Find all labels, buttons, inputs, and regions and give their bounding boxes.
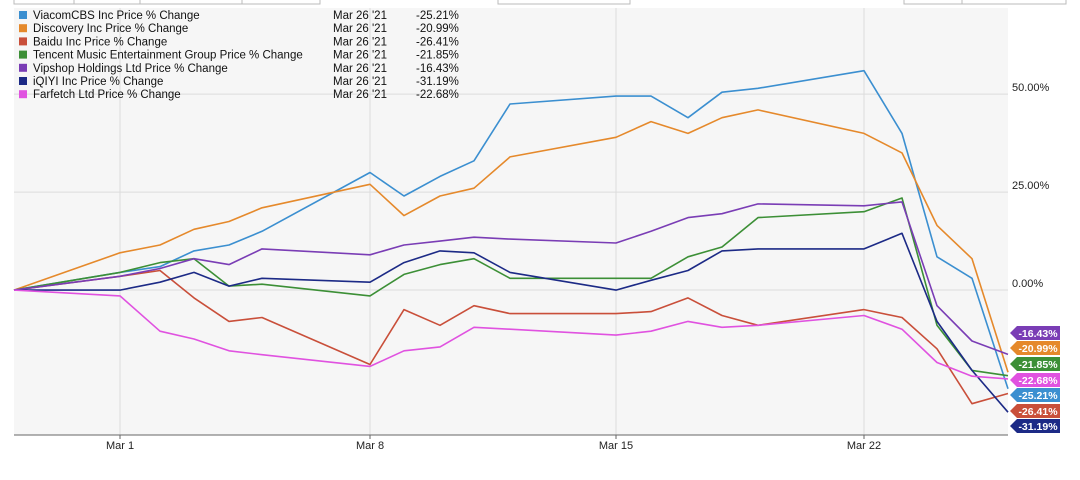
legend-series-name: Discovery Inc Price % Change <box>33 23 188 35</box>
legend-swatch <box>19 63 27 72</box>
end-badge: -16.43% <box>1010 326 1060 340</box>
end-badge: -20.99% <box>1010 341 1060 355</box>
end-badge: -21.85% <box>1010 357 1060 371</box>
end-value-badges: -16.43% -20.99% -21.85% -22.68% -25.21% -26.4… <box>1010 326 1060 433</box>
end-badge-label: -20.99% <box>1018 343 1058 355</box>
legend-date: Mar 26 '21 <box>333 23 387 35</box>
end-badge-shape <box>1010 341 1060 355</box>
series-line-4 <box>13 201 1009 356</box>
end-badge-shape <box>1010 404 1060 418</box>
end-badge: -25.21% <box>1010 388 1060 402</box>
grid <box>14 8 1008 435</box>
legend-date: Mar 26 '21 <box>333 76 387 88</box>
end-badge-shape <box>1010 419 1060 433</box>
legend-date: Mar 26 '21 <box>333 36 387 48</box>
legend-date: Mar 26 '21 <box>333 89 387 101</box>
end-badge: -26.41% <box>1010 404 1060 418</box>
legend-series-name: Farfetch Ltd Price % Change <box>33 89 181 101</box>
legend-value: -16.43% <box>416 63 459 75</box>
x-axis-ticks: Mar 1 Mar 8 Mar 15 Mar 22 <box>106 435 881 452</box>
legend: ViacomCBS Inc Price % Change Mar 26 '21 -2… <box>19 10 459 101</box>
x-tick-label: Mar 15 <box>599 440 633 452</box>
legend-swatch <box>19 90 27 99</box>
legend-series-name: ViacomCBS Inc Price % Change <box>33 10 200 22</box>
end-badge-label: -22.68% <box>1018 375 1058 387</box>
legend-series-name: iQIYI Inc Price % Change <box>33 76 163 88</box>
series-line-2 <box>13 269 1009 405</box>
series-lines <box>13 69 1009 413</box>
end-badge-shape <box>1010 326 1060 340</box>
end-badge: -22.68% <box>1010 373 1060 387</box>
legend-swatch <box>19 11 27 19</box>
y-tick-label: 25.00% <box>1012 180 1050 192</box>
legend-date: Mar 26 '21 <box>333 10 387 22</box>
y-tick-label: 50.00% <box>1012 82 1050 94</box>
end-badge-label: -21.85% <box>1018 359 1058 371</box>
legend-series-name: Baidu Inc Price % Change <box>33 36 167 48</box>
series-line-5 <box>14 232 1009 413</box>
end-badge-label: -31.19% <box>1018 421 1058 433</box>
legend-value: -26.41% <box>416 36 459 48</box>
legend-series-name: Vipshop Holdings Ltd Price % Change <box>33 63 228 75</box>
x-tick-label: Mar 1 <box>106 440 134 452</box>
end-badge-label: -25.21% <box>1018 390 1058 402</box>
legend-value: -22.68% <box>416 89 459 101</box>
y-axis-ticks: 50.00% 25.00% 0.00% <box>1012 82 1050 290</box>
legend-swatch <box>19 50 27 59</box>
legend-swatch <box>19 37 27 46</box>
y-tick-label: 0.00% <box>1012 278 1043 290</box>
series-line-1 <box>13 109 1009 373</box>
legend-swatch <box>19 77 27 85</box>
end-badge-label: -26.41% <box>1018 406 1058 418</box>
x-tick-label: Mar 8 <box>356 440 384 452</box>
legend-value: -21.85% <box>416 50 459 62</box>
legend-date: Mar 26 '21 <box>333 63 387 75</box>
end-badge-shape <box>1010 388 1060 402</box>
legend-value: -31.19% <box>416 76 459 88</box>
end-badge: -31.19% <box>1010 419 1060 433</box>
end-badge-shape <box>1010 373 1060 387</box>
series-line-0 <box>13 69 1009 390</box>
series-line-6 <box>13 289 1009 380</box>
legend-series-name: Tencent Music Entertainment Group Price … <box>33 50 303 62</box>
legend-swatch <box>19 24 27 33</box>
legend-value: -20.99% <box>416 23 459 35</box>
end-badge-label: -16.43% <box>1018 328 1058 340</box>
legend-value: -25.21% <box>416 10 459 22</box>
plot-area <box>14 8 1008 435</box>
legend-date: Mar 26 '21 <box>333 50 387 62</box>
x-tick-label: Mar 22 <box>847 440 881 452</box>
toolbar-strip <box>13 0 1067 5</box>
end-badge-shape <box>1010 357 1060 371</box>
